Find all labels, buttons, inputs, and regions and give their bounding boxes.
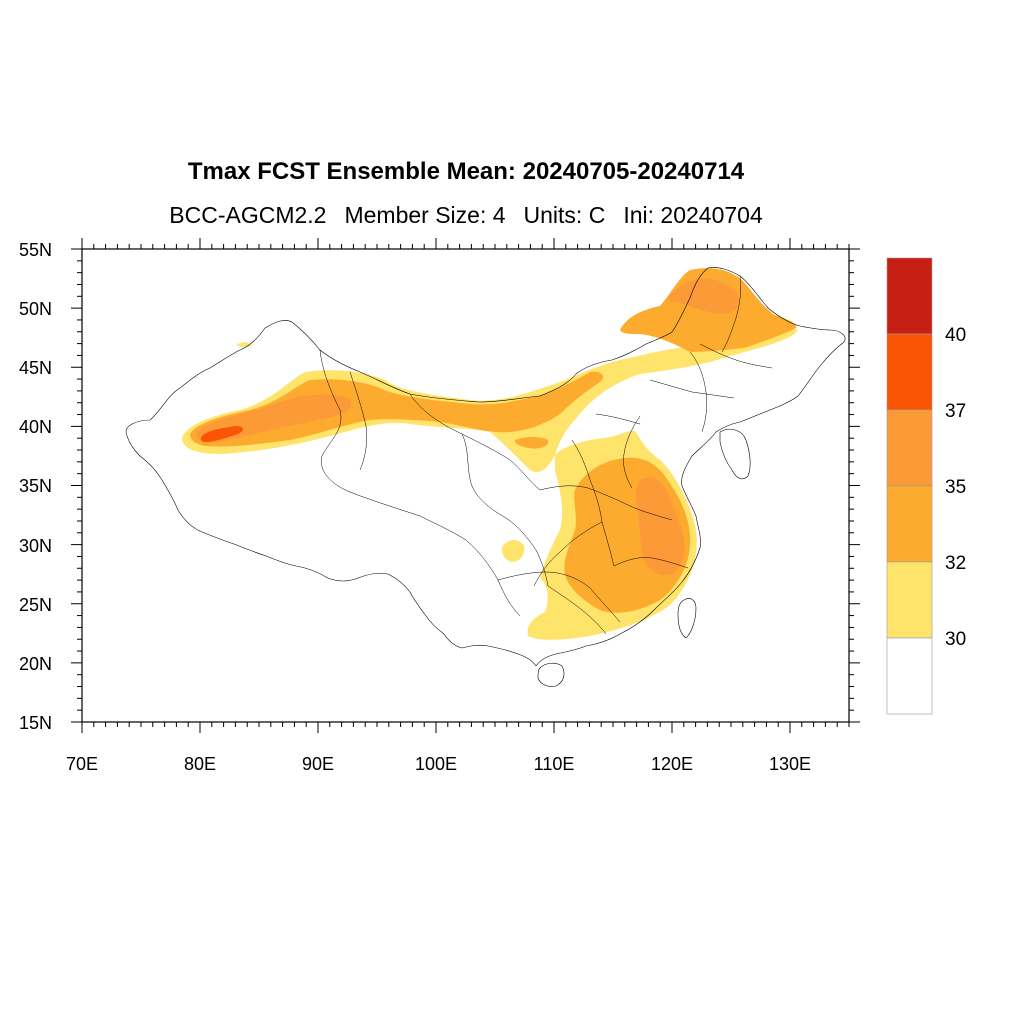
colorbar-segment-30-32 — [886, 561, 933, 639]
lat-label-45n: 45N — [19, 358, 52, 378]
lon-label-120e: 120E — [651, 754, 693, 774]
colorbar-segment-below-30 — [886, 637, 933, 715]
colorbar-segment-35-37 — [886, 409, 933, 487]
map-subtitle: BCC-AGCM2.2 Member Size: 4 Units: C Ini: 20… — [0, 202, 932, 229]
colorbar-label-30: 30 — [945, 629, 966, 650]
province-lines — [319, 275, 773, 635]
colorbar-labels: 40 37 35 32 30 — [945, 325, 966, 650]
lat-tick-labels: 55N 50N 45N 40N 35N 30N 25N 20N 15N — [19, 240, 52, 733]
colorbar — [886, 257, 933, 715]
colorbar-label-37: 37 — [945, 401, 966, 422]
axis-ticks — [71, 238, 860, 733]
lat-label-50n: 50N — [19, 299, 52, 319]
lat-label-25n: 25N — [19, 595, 52, 615]
lat-label-55n: 55N — [19, 240, 52, 260]
colorbar-label-40: 40 — [945, 325, 966, 346]
lon-label-100e: 100E — [415, 754, 457, 774]
fill-32-mid — [514, 437, 549, 449]
temperature-fills — [182, 268, 798, 640]
colorbar-segment-32-35 — [886, 485, 933, 563]
colorbar-label-32: 32 — [945, 553, 966, 574]
colorbar-label-35: 35 — [945, 477, 966, 498]
lat-label-15n: 15N — [19, 713, 52, 733]
subtitle-units: Units: C — [523, 202, 606, 228]
lon-label-80e: 80E — [184, 754, 216, 774]
colorbar-segment-37-40 — [886, 333, 933, 411]
lon-label-90e: 90E — [302, 754, 334, 774]
lon-label-110e: 110E — [534, 754, 575, 774]
fill-30-spot — [502, 540, 525, 562]
fill-37-northwest — [200, 426, 244, 442]
fill-35-east — [636, 477, 685, 576]
hainan-island — [537, 662, 565, 687]
subtitle-members: Member Size: 4 — [344, 202, 506, 228]
subtitle-model: BCC-AGCM2.2 — [169, 202, 327, 228]
subtitle-ini: Ini: 20240704 — [623, 202, 763, 228]
lon-label-130e: 130E — [769, 754, 811, 774]
lat-label-20n: 20N — [19, 654, 52, 674]
fill-35-northeast — [668, 278, 740, 314]
taiwan-island — [677, 598, 697, 639]
lat-label-30n: 30N — [19, 536, 52, 556]
fill-30-northwest — [182, 328, 798, 473]
lat-label-40n: 40N — [19, 417, 52, 437]
lon-label-70e: 70E — [66, 754, 98, 774]
colorbar-segment-40plus — [886, 257, 933, 335]
lat-label-35n: 35N — [19, 476, 52, 496]
fill-32-northwest — [190, 371, 604, 447]
korea-outline — [719, 428, 751, 480]
map-title: Tmax FCST Ensemble Mean: 20240705-202407… — [187, 158, 745, 185]
lon-tick-labels: 70E 80E 90E 100E 110E 120E 130E — [66, 754, 811, 774]
country-borders — [125, 267, 846, 687]
